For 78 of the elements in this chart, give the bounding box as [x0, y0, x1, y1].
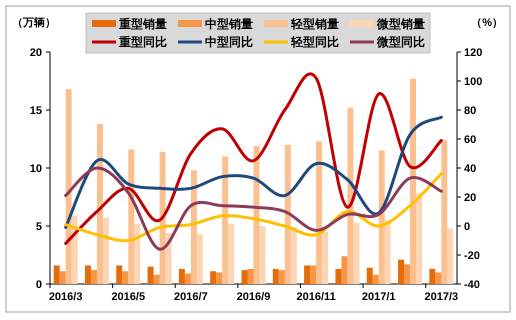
bar [228, 224, 234, 284]
bar [353, 222, 360, 284]
bar [60, 271, 66, 284]
bar [102, 218, 109, 284]
bar [54, 265, 60, 284]
y2-tick-label: -20 [464, 250, 480, 262]
legend-label: 中型销量 [205, 17, 253, 31]
bar [304, 265, 310, 284]
y-axis-title: （万辆） [12, 16, 56, 29]
bar [210, 271, 216, 284]
bar [178, 268, 185, 284]
bar [372, 274, 379, 284]
bar [242, 270, 248, 284]
y-tick-label: 15 [30, 105, 42, 117]
y2-tick-label: 40 [464, 163, 476, 175]
bar [435, 272, 442, 284]
bar [96, 124, 103, 284]
x-tick-label: 2017/1 [362, 291, 396, 303]
x-tick-label: 2016/11 [296, 291, 336, 303]
x-tick-label: 2016/5 [111, 291, 146, 303]
x-tick-label: 2016/7 [174, 291, 208, 303]
bar [404, 264, 410, 284]
y-tick-label: 0 [36, 279, 42, 291]
bar [278, 270, 285, 284]
bar [216, 272, 222, 284]
legend-label: 重型同比 [118, 35, 167, 49]
bar [366, 268, 373, 284]
y2-tick-label: 80 [464, 105, 476, 117]
bar [184, 274, 191, 284]
bar [272, 268, 279, 284]
bar [122, 271, 128, 284]
x-tick-label: 2017/3 [424, 291, 458, 303]
legend-label: 轻型同比 [290, 35, 339, 49]
bar [316, 141, 322, 284]
y-tick-label: 10 [30, 163, 42, 175]
legend-label: 微型同比 [376, 35, 425, 49]
bar [341, 256, 348, 284]
y2-tick-label: 100 [464, 76, 482, 88]
bar [447, 228, 454, 284]
bar [284, 144, 291, 284]
x-tick-label: 2016/9 [236, 291, 270, 303]
y2-tick-label: -40 [464, 279, 480, 291]
bar [190, 170, 197, 284]
bar [322, 232, 328, 284]
bar [384, 220, 391, 284]
bar [90, 270, 97, 284]
legend-label: 微型销量 [376, 17, 425, 31]
y-tick-label: 20 [30, 47, 42, 59]
x-tick-label: 2016/3 [48, 291, 82, 303]
y2-axis-title: （%） [471, 17, 503, 29]
bar [347, 108, 354, 284]
bar [398, 260, 404, 284]
bar [260, 226, 266, 284]
y2-tick-label: 20 [464, 192, 476, 204]
bar [148, 266, 154, 284]
bar [290, 227, 297, 284]
legend-label: 重型销量 [118, 17, 167, 31]
y2-tick-label: 0 [464, 221, 470, 233]
y-tick-label: 5 [36, 221, 42, 233]
bar [441, 140, 448, 284]
bar [66, 89, 72, 284]
bar [310, 265, 316, 284]
bar [196, 234, 203, 284]
bar [429, 268, 436, 284]
y2-tick-label: 60 [464, 134, 476, 146]
legend-label: 中型同比 [205, 35, 253, 49]
bar [248, 268, 254, 284]
bar [84, 265, 91, 284]
y2-tick-label: 120 [464, 47, 482, 59]
bar [222, 156, 228, 284]
bar [416, 194, 422, 284]
bar [154, 274, 160, 284]
bar [134, 224, 140, 284]
bar [378, 150, 385, 284]
legend-label: 轻型销量 [290, 17, 339, 31]
bar [116, 265, 122, 284]
bar [410, 78, 416, 284]
bar [335, 268, 342, 284]
